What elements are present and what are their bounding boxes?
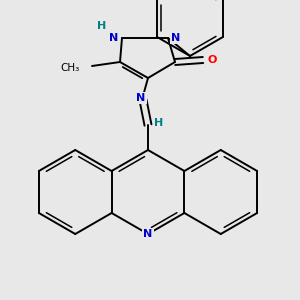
Text: N: N	[110, 33, 118, 43]
Text: H: H	[154, 118, 164, 128]
Text: N: N	[136, 93, 146, 103]
Text: H: H	[98, 21, 106, 31]
Text: O: O	[207, 55, 217, 65]
Text: N: N	[171, 33, 181, 43]
Text: CH₃: CH₃	[61, 63, 80, 73]
Text: N: N	[143, 229, 153, 239]
